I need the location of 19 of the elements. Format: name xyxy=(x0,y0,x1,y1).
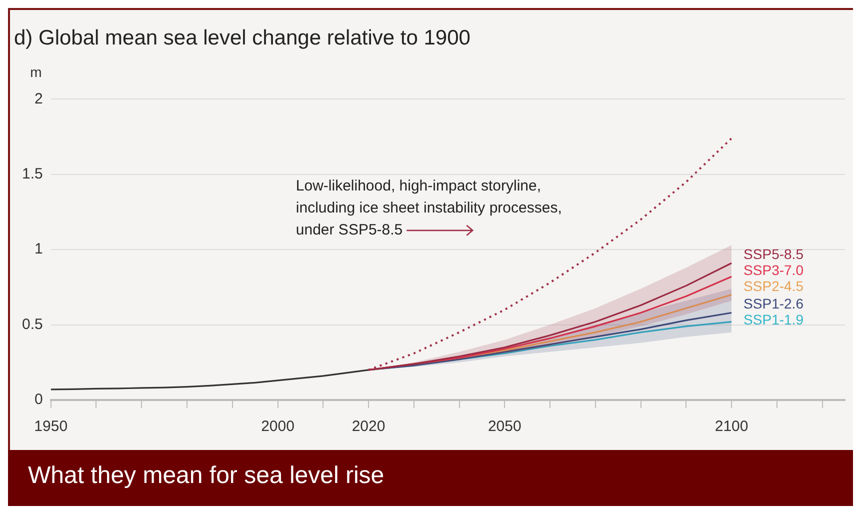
x-tick-label: 1950 xyxy=(34,418,68,436)
series-label: SSP2-4.5 xyxy=(744,278,804,294)
x-tick-label: 2000 xyxy=(261,418,294,436)
y-tick-label: 2 xyxy=(34,90,43,108)
text: What they mean for sea level rise xyxy=(8,450,853,506)
series-label: SSP3-7.0 xyxy=(744,262,804,278)
x-tick-label: 2050 xyxy=(488,418,522,436)
series-label: SSP5-8.5 xyxy=(744,246,804,262)
x-tick-label: 2100 xyxy=(714,418,748,436)
annotation: Low-likelihood, high-impact storyline, including ice sheet instability processes, under SSP5-8.5 xyxy=(296,178,562,239)
series-label: SSP1-1.9 xyxy=(744,312,804,328)
y-tick-label: 1 xyxy=(34,240,43,258)
series-label: SSP1-2.6 xyxy=(744,296,804,312)
y-tick-label: 0 xyxy=(34,391,43,408)
x-tick-label: 2020 xyxy=(352,418,386,436)
y-tick-label: 0.5 xyxy=(22,316,43,333)
y-axis-title: m xyxy=(30,64,42,80)
chart-title: d) Global mean sea level change relative to 1900 xyxy=(14,26,470,50)
y-tick-label: 1.5 xyxy=(22,166,43,183)
